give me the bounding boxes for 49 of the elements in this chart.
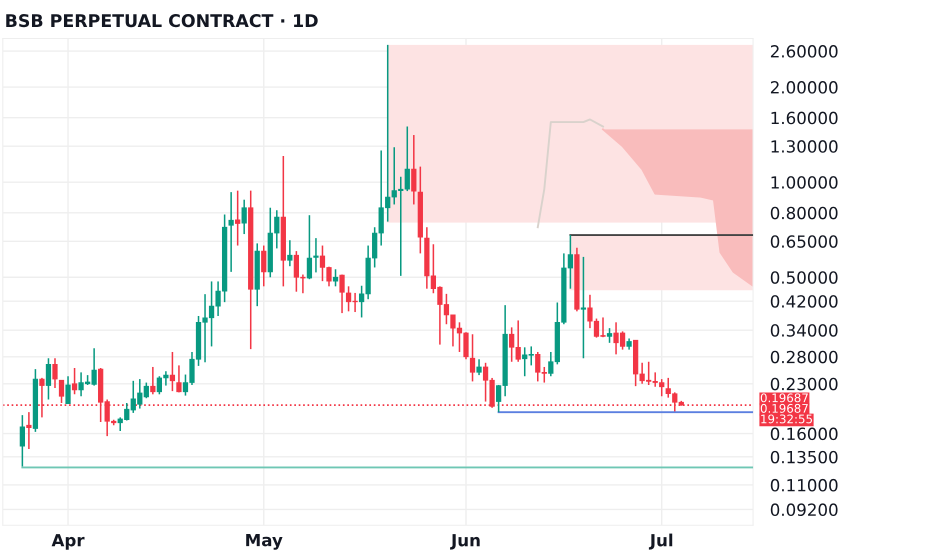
y-tick-label: 0.34000 — [770, 324, 838, 337]
candlestick — [261, 244, 266, 288]
y-tick-label: 1.60000 — [772, 112, 838, 124]
candlestick — [20, 414, 25, 468]
candlestick — [626, 338, 632, 350]
candlestick — [306, 214, 312, 280]
x-tick-label: May — [246, 534, 283, 550]
y-tick-label: 0.23000 — [770, 378, 838, 390]
x-tick-label: Apr — [52, 534, 85, 550]
x-tick-label: Jun — [450, 534, 480, 550]
candlestick — [470, 333, 476, 382]
candlestick — [606, 327, 612, 344]
candlestick — [46, 358, 52, 400]
y-tick-label: 0.65000 — [770, 235, 838, 248]
candlestick — [235, 190, 240, 246]
candlestick — [65, 375, 71, 404]
y-tick-label: 0.11000 — [770, 478, 838, 492]
y-tick-label: 0.50000 — [770, 271, 838, 284]
candlestick — [150, 366, 156, 396]
y-tick-label: 0.42000 — [770, 295, 838, 308]
y-tick-label: 2.00000 — [770, 81, 838, 94]
y-tick-label: 0.80000 — [770, 206, 838, 220]
candlestick — [242, 198, 247, 235]
text: 19:32:55 — [761, 414, 812, 424]
y-tick-label: 0.28000 — [770, 350, 838, 364]
text: 0.19687 — [760, 393, 808, 402]
candlestick — [411, 134, 416, 206]
x-tick-label: Jul — [648, 534, 672, 550]
text: 0.19687 — [760, 404, 808, 413]
chart-title: BSB PERPETUAL CONTRACT · 1D — [6, 14, 318, 28]
y-tick-label: 0.16000 — [770, 428, 838, 440]
y-tick-label: 0.09200 — [770, 503, 838, 516]
candlestick — [339, 274, 345, 314]
y-tick-label: 1.00000 — [772, 176, 838, 189]
y-tick-label: 1.30000 — [772, 140, 838, 153]
candlestick — [476, 358, 482, 376]
candlestick — [52, 358, 58, 389]
candlestick — [313, 237, 319, 274]
y-tick-label: 0.13500 — [770, 450, 838, 464]
candlestick — [26, 411, 32, 450]
candlestick — [176, 364, 182, 394]
candlestick — [580, 256, 586, 360]
candlestick — [72, 367, 78, 396]
candlestick — [332, 268, 338, 288]
y-tick-label: 2.60000 — [770, 45, 838, 58]
line-series — [536, 118, 604, 228]
candlestick — [287, 239, 292, 267]
candlestick — [228, 191, 234, 273]
candlestick — [170, 351, 176, 392]
